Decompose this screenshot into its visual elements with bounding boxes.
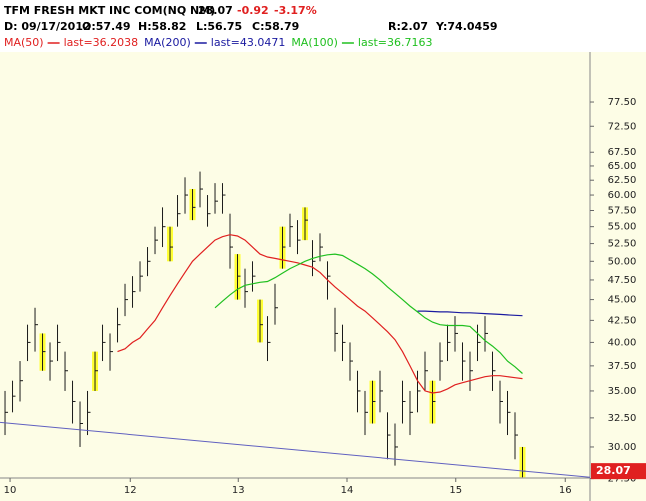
y-tick-label: 62.50 xyxy=(608,175,637,186)
y-tick-label: 50.00 xyxy=(608,256,637,267)
price: 28.07 xyxy=(198,4,233,17)
legend-name: MA(50) xyxy=(4,36,44,49)
y-tick-label: 40.00 xyxy=(608,337,637,348)
info-item: C:58.79 xyxy=(252,20,299,33)
y-tick-label: 67.50 xyxy=(608,147,637,158)
y-tick-label: 35.00 xyxy=(608,386,637,397)
y-tick-label: 37.50 xyxy=(608,361,637,372)
legend-last: last=36.2038 xyxy=(64,36,139,49)
ma-line xyxy=(417,310,523,317)
info-item: H:58.82 xyxy=(138,20,186,33)
trendline xyxy=(0,421,591,478)
info-item: R:2.07 xyxy=(388,20,428,33)
y-tick-label: 60.00 xyxy=(608,190,637,201)
change-pct: -3.17% xyxy=(274,4,317,17)
y-tick-label: 30.00 xyxy=(608,442,637,453)
x-tick-label: 15 xyxy=(449,485,462,496)
info-item: L:56.75 xyxy=(196,20,242,33)
y-tick-label: 47.50 xyxy=(608,275,637,286)
legend-last: last=36.7163 xyxy=(358,36,433,49)
y-tick-label: 45.00 xyxy=(608,295,637,306)
price-tag xyxy=(591,463,646,480)
ma-line xyxy=(117,234,523,394)
legend-name: MA(100) xyxy=(291,36,338,49)
y-tick-label: 57.50 xyxy=(608,206,637,217)
y-tick-label: 77.50 xyxy=(608,97,637,108)
y-tick-label: 72.50 xyxy=(608,121,637,132)
x-tick-label: 10 xyxy=(4,485,17,496)
legend: MA(50) last=36.2038 MA(200) last=43.0471 MA(… xyxy=(4,36,432,49)
change: -0.92 xyxy=(237,4,269,17)
info-item: Y:74.0459 xyxy=(435,20,498,33)
x-tick-label: 13 xyxy=(232,485,245,496)
y-tick-label: 65.00 xyxy=(608,161,637,172)
info-item: O:57.49 xyxy=(82,20,131,33)
legend-last: last=43.0471 xyxy=(211,36,286,49)
y-tick-label: 52.50 xyxy=(608,239,637,250)
x-tick-label: 12 xyxy=(124,485,137,496)
plot-background xyxy=(0,52,646,501)
x-tick-label: 16 xyxy=(559,485,572,496)
ma-line xyxy=(214,253,523,374)
y-tick-label: 32.50 xyxy=(608,413,637,424)
x-tick-label: 14 xyxy=(341,485,354,496)
chart-title: TFM FRESH MKT INC COM(NQ NM) xyxy=(4,4,215,17)
price-tag-label: 28.07 xyxy=(596,464,631,477)
y-tick-label: 42.50 xyxy=(608,315,637,326)
legend-name: MA(200) xyxy=(144,36,191,49)
info-item: D: 09/17/2012 xyxy=(4,20,91,33)
y-tick-label: 55.00 xyxy=(608,222,637,233)
